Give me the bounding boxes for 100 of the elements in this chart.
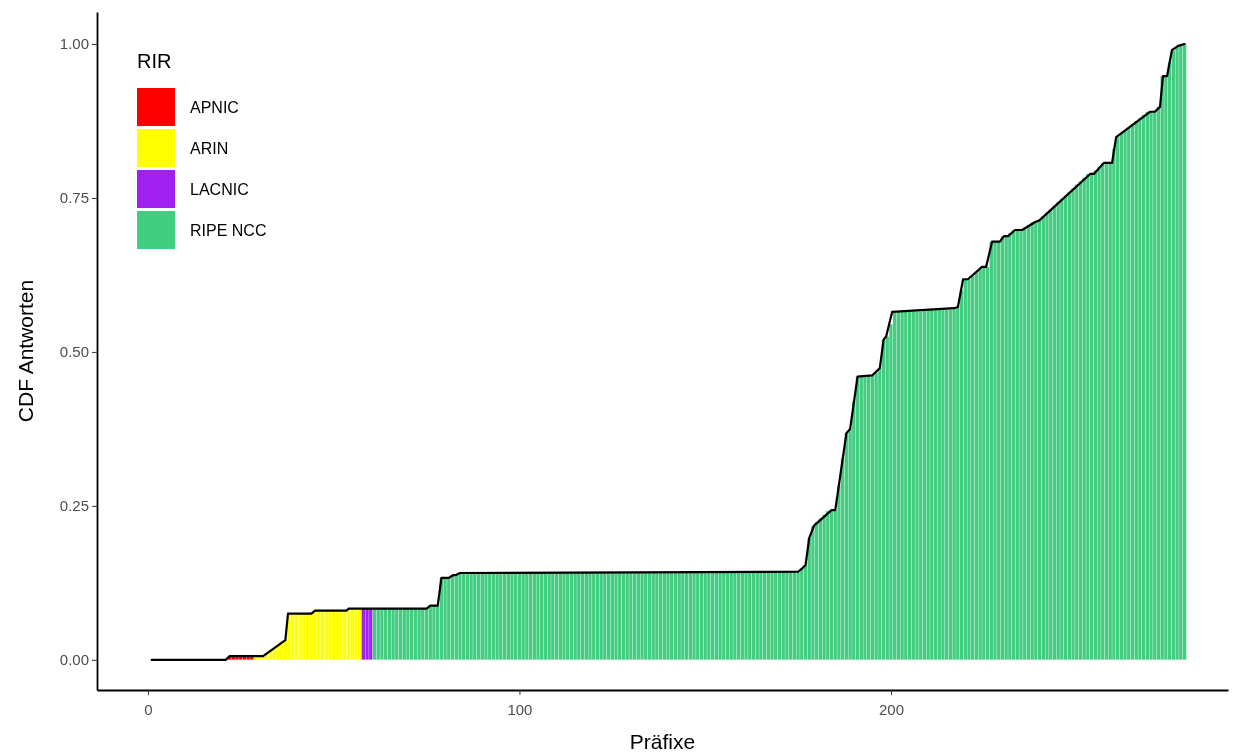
bar xyxy=(621,572,626,661)
bar xyxy=(777,571,782,661)
legend-label: RIPE NCC xyxy=(190,222,267,239)
bar xyxy=(387,608,392,661)
bar xyxy=(409,608,414,661)
bar xyxy=(758,571,764,661)
bar xyxy=(1000,235,1005,661)
bar xyxy=(740,571,745,661)
bar xyxy=(294,613,299,661)
x-tick-label: 200 xyxy=(878,700,905,718)
bar xyxy=(792,571,797,661)
bar xyxy=(933,309,938,661)
bar xyxy=(632,572,637,661)
bar xyxy=(1119,133,1124,661)
bar xyxy=(974,272,979,661)
bar xyxy=(335,610,340,661)
bar xyxy=(558,572,563,661)
bar xyxy=(584,572,589,661)
bar xyxy=(784,571,790,661)
bar xyxy=(532,572,537,661)
bar xyxy=(491,572,496,661)
bar xyxy=(1085,173,1090,661)
bar xyxy=(1067,191,1072,661)
bar xyxy=(636,572,641,661)
bar xyxy=(320,610,325,661)
bar xyxy=(413,608,418,661)
bar xyxy=(1052,205,1057,661)
bar xyxy=(855,376,860,661)
bar xyxy=(305,613,310,661)
bar xyxy=(922,309,927,661)
bar xyxy=(1089,173,1094,661)
bar xyxy=(331,610,336,661)
bar xyxy=(911,311,916,661)
bar xyxy=(710,571,715,661)
bar xyxy=(688,572,693,661)
bar xyxy=(543,572,548,661)
bar xyxy=(788,571,793,661)
bar xyxy=(431,605,437,661)
bar xyxy=(506,572,511,661)
bar xyxy=(405,608,411,661)
bar xyxy=(907,311,912,661)
bar xyxy=(528,572,533,661)
bar xyxy=(353,608,359,661)
bar xyxy=(970,275,975,661)
y-tick-label: 0.50 xyxy=(59,343,89,361)
x-tick-label: 100 xyxy=(507,700,533,718)
bar xyxy=(647,572,652,661)
bar xyxy=(892,311,897,661)
y-tick-label: 0.25 xyxy=(59,497,89,515)
bar xyxy=(1026,224,1031,661)
bar xyxy=(513,572,518,661)
bar xyxy=(357,608,362,661)
bar xyxy=(580,572,585,661)
bar xyxy=(725,571,730,661)
bar xyxy=(1171,49,1176,661)
bar xyxy=(736,571,741,661)
bar xyxy=(457,572,463,661)
bar xyxy=(569,572,574,661)
bar xyxy=(424,608,429,661)
bar xyxy=(1015,229,1020,661)
y-tick-label: 1.00 xyxy=(59,35,89,53)
bar xyxy=(327,610,333,661)
bar xyxy=(810,525,816,661)
bar xyxy=(1037,219,1042,661)
bar xyxy=(714,571,719,661)
bar xyxy=(301,613,307,661)
legend-label: ARIN xyxy=(190,140,229,157)
bar xyxy=(732,571,738,661)
bar xyxy=(554,572,559,661)
bar xyxy=(372,608,377,661)
x-tick-label: 0 xyxy=(144,700,153,718)
bar xyxy=(379,608,385,661)
bar xyxy=(1115,136,1120,661)
bar xyxy=(1011,229,1016,661)
bar xyxy=(1141,114,1146,661)
bar xyxy=(595,572,600,661)
bar xyxy=(1059,198,1064,661)
bar xyxy=(684,572,689,661)
bar xyxy=(662,572,667,661)
bar xyxy=(610,572,615,661)
bar xyxy=(766,571,771,661)
bar xyxy=(870,375,875,661)
bar xyxy=(937,309,942,661)
bar xyxy=(461,572,466,661)
bar xyxy=(383,608,388,661)
bar xyxy=(346,608,351,661)
bar xyxy=(818,517,823,661)
bar xyxy=(989,241,994,661)
bar xyxy=(751,571,756,661)
bar xyxy=(658,572,663,661)
bar xyxy=(862,375,868,661)
bar xyxy=(948,309,953,661)
bar xyxy=(606,572,611,661)
bar xyxy=(476,572,481,661)
bar xyxy=(1100,162,1105,661)
bar xyxy=(673,572,678,661)
bar xyxy=(361,608,366,661)
bar xyxy=(1041,216,1046,661)
bar xyxy=(309,613,314,661)
x-axis-title: Präfixe xyxy=(629,730,696,753)
